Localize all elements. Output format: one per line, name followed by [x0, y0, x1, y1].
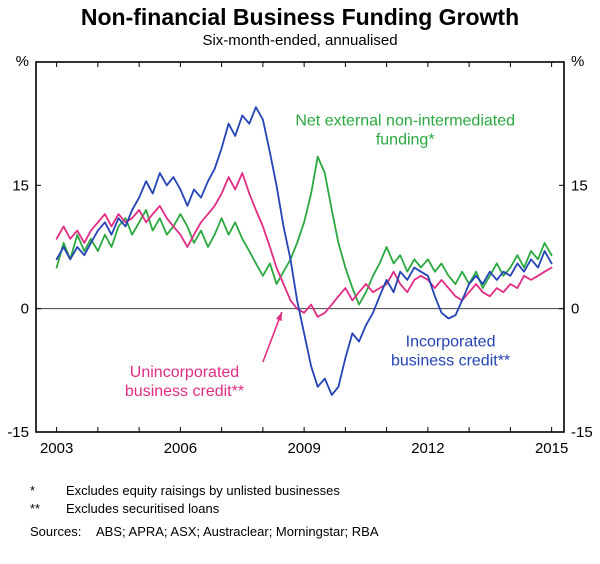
sources-line: Sources: ABS; APRA; ASX; Austraclear; Mo… [0, 524, 600, 539]
plot-border [35, 61, 565, 434]
y-axis-label-left: 0 [21, 301, 29, 318]
x-axis-label: 2009 [287, 440, 320, 457]
footnote-2: ** Excludes securitised loans [30, 501, 600, 516]
series-line-unincorporated [55, 172, 553, 319]
y-axis-label-right: 15 [571, 178, 588, 195]
x-axis-label: 2015 [535, 440, 568, 457]
x-axis-label: 2012 [411, 440, 444, 457]
annotation-arrowhead [276, 312, 282, 322]
series-line-incorporated [55, 106, 553, 397]
chart-subtitle: Six-month-ended, annualised [202, 32, 398, 50]
footnote-1-text: Excludes equity raisings by unlisted bus… [66, 483, 340, 499]
footnote-1: * Excludes equity raisings by unlisted b… [30, 483, 600, 498]
x-axis-label: 2006 [164, 440, 197, 457]
unit-label-right: % [571, 53, 584, 70]
series-line-net-external [55, 156, 553, 306]
y-axis-label-left: -15 [7, 424, 29, 441]
annotation-unincorporated-label: Unincorporated business credit** [125, 364, 244, 400]
y-axis-label-right: -15 [571, 424, 593, 441]
annotation-incorporated-label: Incorporated business credit** [391, 334, 510, 370]
sources-label: Sources: [30, 524, 82, 540]
annotation-arrow [262, 312, 283, 363]
footnote-2-marker: ** [30, 501, 41, 517]
footnote-2-text: Excludes securitised loans [66, 501, 220, 517]
annotation-net-external-label: Net external non-intermediated funding* [295, 113, 515, 149]
chart-title: Non-financial Business Funding Growth [80, 4, 520, 30]
y-axis-label-right: 0 [571, 301, 579, 318]
sources-text: ABS; APRA; ASX; Austraclear; Morningstar… [96, 524, 379, 540]
footnote-1-marker: * [30, 483, 36, 499]
y-axis-label-left: 15 [12, 178, 29, 195]
x-axis-label: 2003 [40, 440, 73, 457]
unit-label-left: % [16, 53, 29, 70]
line-chart-canvas: -15 -15 0 0 15 15% % 2003 2006 2009 2012 2015 Net ex… [7, 53, 593, 457]
footnotes: * Excludes equity raisings by unlisted b… [0, 483, 600, 516]
